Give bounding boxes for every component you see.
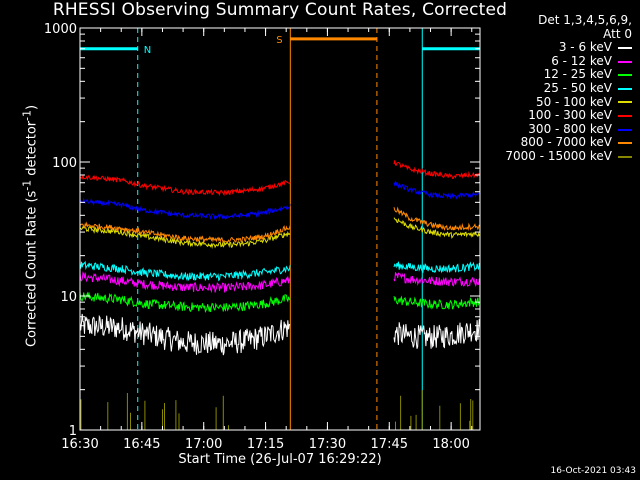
legend-entry: 6 - 12 keV (470, 53, 632, 69)
legend-swatch (618, 60, 632, 63)
legend-label: 50 - 100 keV (535, 94, 612, 109)
legend-label: 800 - 7000 keV (520, 135, 612, 150)
legend-entry: 3 - 6 keV (470, 41, 632, 55)
legend-label: 3 - 6 keV (558, 40, 612, 55)
timestamp: 16-Oct-2021 03:43 (550, 466, 636, 476)
y-axis-title: Corrected Count Rate (s-1 detector-1) (20, 104, 40, 348)
series-line-50-100-kev (79, 217, 480, 249)
legend-entry: 800 - 7000 keV (470, 136, 632, 150)
legend-entry: 25 - 50 keV (470, 80, 632, 96)
series-line-6-12-kev (79, 271, 480, 294)
series-line-3-6-kev (79, 313, 480, 356)
legend-entry: 300 - 800 keV (470, 121, 632, 137)
y-tick-label: 10 (60, 290, 77, 305)
legend-swatch (618, 74, 632, 77)
legend-label: 25 - 50 keV (543, 80, 612, 95)
legend-entry: 100 - 300 keV (470, 109, 632, 123)
plot-frame (79, 27, 481, 431)
x-tick-label: 17:00 (185, 437, 222, 452)
y-tick-label: 100 (52, 156, 77, 171)
series-group (79, 160, 480, 430)
series-line-300-800-kev (79, 181, 480, 221)
legend-swatch (618, 46, 632, 49)
x-tick-label: 16:45 (123, 437, 160, 452)
y-tick-label: 1000 (44, 22, 77, 37)
x-tick-label: 17:15 (247, 437, 284, 452)
legend-header-attenuator: Att 0 (603, 26, 632, 41)
x-axis-title: Start Time (26-Jul-07 16:29:22) (178, 452, 382, 467)
x-tick-label: 16:30 (61, 437, 98, 452)
saa-flag-label: S (276, 35, 282, 46)
series-line-100-300-kev (79, 160, 480, 197)
series-line-800-7000-kev (79, 206, 480, 245)
legend-swatch (618, 142, 632, 145)
y-tick-label: 1 (69, 424, 77, 439)
x-tick-label: 17:30 (309, 437, 346, 452)
chart-title: RHESSI Observing Summary Count Rates, Co… (52, 0, 508, 20)
legend-label: 6 - 12 keV (551, 53, 612, 68)
legend-swatch (618, 87, 632, 90)
legend-entry: 12 - 25 keV (470, 68, 632, 82)
legend-label: 7000 - 15000 keV (505, 148, 612, 163)
x-tick-label: 17:45 (371, 437, 408, 452)
legend-entry: 7000 - 15000 keV (470, 148, 632, 164)
legend-swatch (618, 114, 632, 117)
legend-label: 100 - 300 keV (528, 108, 612, 123)
legend-label: 12 - 25 keV (543, 67, 612, 82)
legend-entry: 50 - 100 keV (470, 94, 632, 110)
x-tick-label: 18:00 (432, 437, 469, 452)
series-line-12-25-kev (79, 291, 480, 313)
series-line-25-50-kev (79, 260, 480, 282)
legend-swatch (618, 155, 632, 158)
night-flag-label: N (144, 45, 151, 56)
legend-swatch (618, 101, 632, 104)
axes: 16:30 16:45 17:00 17:15 17:30 17:45 18:00 1 10 10… (44, 22, 481, 452)
legend: Det 1,3,4,5,6,9, Att 0 3 - 6 keV 6 - 12 k… (470, 13, 632, 164)
legend-label: 300 - 800 keV (528, 121, 612, 136)
legend-swatch (618, 128, 632, 131)
legend-header-detectors: Det 1,3,4,5,6,9, (538, 13, 632, 27)
series-line-7000-15000-kev (80, 390, 474, 430)
